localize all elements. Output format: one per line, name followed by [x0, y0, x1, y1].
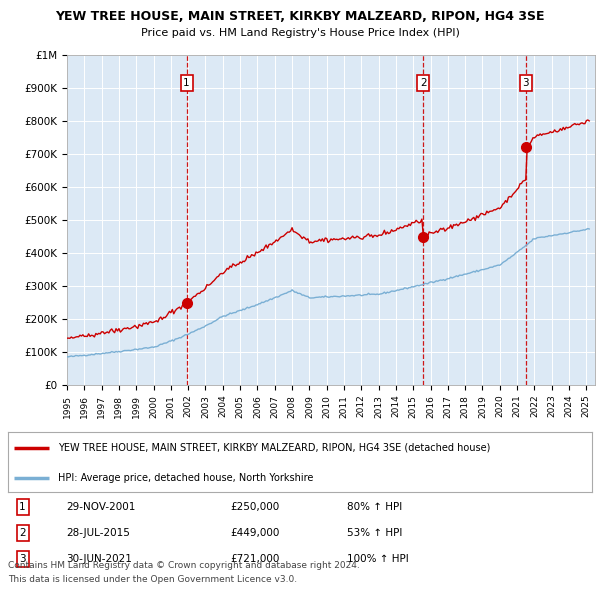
Text: 1: 1 — [184, 78, 190, 88]
Text: 53% ↑ HPI: 53% ↑ HPI — [347, 528, 402, 538]
Text: £721,000: £721,000 — [230, 554, 279, 564]
Text: YEW TREE HOUSE, MAIN STREET, KIRKBY MALZEARD, RIPON, HG4 3SE: YEW TREE HOUSE, MAIN STREET, KIRKBY MALZ… — [55, 10, 545, 23]
Text: YEW TREE HOUSE, MAIN STREET, KIRKBY MALZEARD, RIPON, HG4 3SE (detached house): YEW TREE HOUSE, MAIN STREET, KIRKBY MALZ… — [58, 442, 490, 453]
Text: £449,000: £449,000 — [230, 528, 279, 538]
Text: 3: 3 — [19, 554, 26, 564]
Text: HPI: Average price, detached house, North Yorkshire: HPI: Average price, detached house, Nort… — [58, 473, 313, 483]
Text: 3: 3 — [523, 78, 529, 88]
Text: 28-JUL-2015: 28-JUL-2015 — [67, 528, 130, 538]
Text: 100% ↑ HPI: 100% ↑ HPI — [347, 554, 409, 564]
Text: 30-JUN-2021: 30-JUN-2021 — [67, 554, 132, 564]
Text: 29-NOV-2001: 29-NOV-2001 — [67, 502, 136, 512]
Text: Price paid vs. HM Land Registry's House Price Index (HPI): Price paid vs. HM Land Registry's House … — [140, 28, 460, 38]
Text: Contains HM Land Registry data © Crown copyright and database right 2024.: Contains HM Land Registry data © Crown c… — [8, 561, 360, 570]
Text: 2: 2 — [420, 78, 427, 88]
Text: This data is licensed under the Open Government Licence v3.0.: This data is licensed under the Open Gov… — [8, 575, 297, 584]
Text: 2: 2 — [19, 528, 26, 538]
Text: £250,000: £250,000 — [230, 502, 279, 512]
Text: 80% ↑ HPI: 80% ↑ HPI — [347, 502, 402, 512]
Text: 1: 1 — [19, 502, 26, 512]
